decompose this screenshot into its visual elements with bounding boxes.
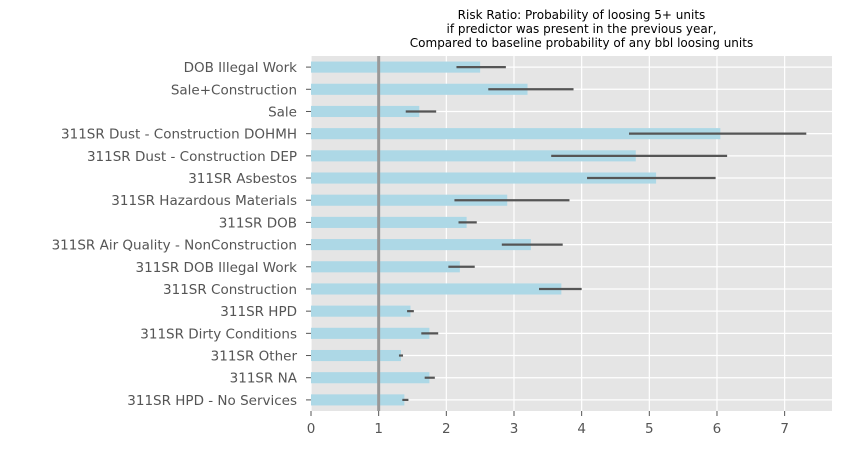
bar-5 — [311, 172, 657, 184]
bar-14 — [311, 372, 430, 384]
category-label-9: 311SR DOB Illegal Work — [136, 260, 298, 276]
bar-11 — [311, 305, 411, 317]
error-bars — [398, 65, 807, 402]
x-tick-label-2: 2 — [442, 421, 451, 437]
x-tick-label-0: 0 — [307, 421, 316, 437]
x-tick-label-6: 6 — [713, 421, 722, 437]
x-axis-tick-labels: 0 1 2 3 4 5 6 7 — [307, 411, 789, 437]
x-tick-label-5: 5 — [645, 421, 654, 437]
chart-title-line-1: Risk Ratio: Probability of loosing 5+ un… — [458, 8, 706, 22]
category-label-6: 311SR Hazardous Materials — [111, 193, 297, 209]
bar-9 — [311, 261, 460, 273]
category-label-10: 311SR Construction — [163, 282, 297, 298]
category-label-13: 311SR Other — [211, 349, 298, 365]
x-tick-label-1: 1 — [374, 421, 383, 437]
bar-3 — [311, 128, 721, 140]
chart-title: Risk Ratio: Probability of loosing 5+ un… — [410, 8, 753, 50]
category-label-0: DOB Illegal Work — [184, 60, 298, 76]
bar-4 — [311, 150, 636, 162]
x-tick-label-3: 3 — [510, 421, 519, 437]
category-label-11: 311SR HPD — [220, 304, 297, 320]
category-label-12: 311SR Dirty Conditions — [140, 326, 297, 342]
category-labels: DOB Illegal Work Sale+Construction Sale 311… — [52, 60, 311, 409]
bar-0 — [311, 61, 481, 73]
category-label-7: 311SR DOB — [219, 215, 297, 231]
x-tick-label-7: 7 — [780, 421, 789, 437]
bar-10 — [311, 283, 562, 295]
chart-title-line-2: if predictor was present in the previous… — [446, 22, 716, 36]
bar-15 — [311, 394, 405, 406]
category-label-15: 311SR HPD - No Services — [127, 393, 297, 409]
category-label-1: Sale+Construction — [171, 82, 297, 98]
chart-title-line-3: Compared to baseline probability of any … — [410, 36, 753, 50]
bar-12 — [311, 327, 430, 339]
bar-7 — [311, 216, 467, 228]
category-label-5: 311SR Asbestos — [188, 171, 297, 187]
x-tick-label-4: 4 — [577, 421, 586, 437]
category-label-14: 311SR NA — [230, 371, 298, 387]
bar-13 — [311, 349, 401, 362]
category-label-2: Sale — [268, 104, 297, 120]
bar-2 — [311, 105, 420, 118]
category-label-4: 311SR Dust - Construction DEP — [87, 149, 297, 165]
category-label-8: 311SR Air Quality - NonConstruction — [52, 238, 297, 254]
bar-6 — [311, 194, 508, 206]
bar-1 — [311, 83, 528, 95]
bars — [311, 61, 721, 406]
category-label-3: 311SR Dust - Construction DOHMH — [61, 127, 297, 143]
bar-8 — [311, 239, 531, 251]
